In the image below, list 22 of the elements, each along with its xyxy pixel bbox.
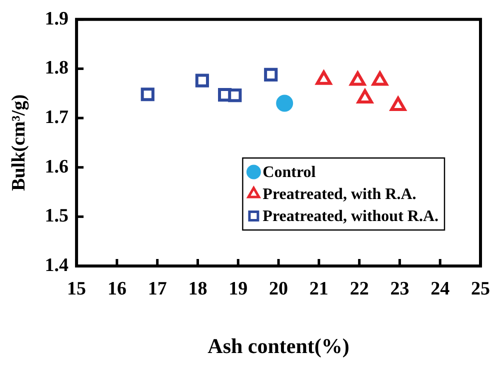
x-tick-label: 15 [67, 278, 86, 300]
y-tick-label: 1.7 [44, 106, 70, 128]
x-tick-label: 18 [188, 278, 208, 300]
x-tick-label: 16 [107, 278, 126, 300]
legend-label: Control [262, 164, 316, 182]
x-tick-label: 24 [430, 278, 450, 300]
x-tick-label: 19 [228, 278, 248, 300]
x-tick-label: 22 [350, 278, 369, 300]
y-tick-label: 1.8 [44, 58, 69, 79]
x-axis-title: Ash content(%) [208, 334, 350, 358]
legend-label: Preatreated, without R.A. [262, 208, 439, 226]
y-tick-label: 1.6 [44, 156, 69, 178]
x-tick-label: 20 [269, 278, 288, 300]
x-tick-label: 17 [148, 278, 168, 300]
y-tick-label: 1.5 [44, 206, 69, 227]
legend-label: Preatreated, with R.A. [262, 186, 416, 204]
x-tick-label: 23 [390, 278, 410, 300]
x-tick-label: 21 [309, 278, 328, 300]
x-tick-label: 25 [471, 278, 490, 300]
y-tick-label: 1.9 [44, 8, 69, 30]
y-axis-title: Bulk(cm³/g) [8, 94, 30, 191]
y-tick-label: 1.4 [44, 254, 70, 276]
